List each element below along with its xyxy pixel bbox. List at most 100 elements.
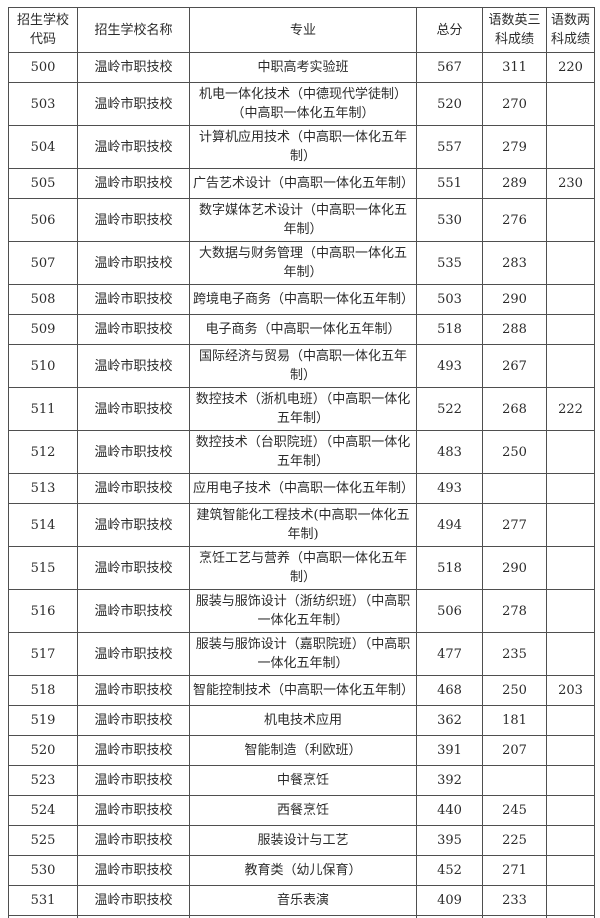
cell-total: 493 bbox=[416, 473, 483, 504]
admission-scores-table: 招生学校 代码 招生学校名称 专业 总分 语数英三 科成绩 语数两 科成绩 500 温岭市职… bbox=[8, 7, 595, 918]
cell-school: 温岭市职技校 bbox=[77, 387, 190, 431]
cell-two bbox=[546, 855, 595, 886]
cell-code: 516 bbox=[8, 589, 78, 633]
cell-code: 500 bbox=[8, 52, 78, 83]
cell-total: 493 bbox=[416, 344, 483, 388]
table-row: 511 温岭市职技校 数控技术（浙机电班）（中高职一体化五年制） 522 268 222 bbox=[8, 387, 595, 431]
cell-total: 518 bbox=[416, 546, 483, 590]
cell-total: 518 bbox=[416, 314, 483, 345]
cell-total: 362 bbox=[416, 705, 483, 736]
cell-school: 温岭市职技校 bbox=[77, 198, 190, 242]
cell-three: 276 bbox=[482, 198, 547, 242]
table-header: 招生学校 代码 招生学校名称 专业 总分 语数英三 科成绩 语数两 科成绩 bbox=[8, 7, 595, 53]
table-row: 524 温岭市职技校 西餐烹饪 440 245 bbox=[8, 795, 595, 826]
cell-three: 289 bbox=[482, 168, 547, 199]
cell-three: 270 bbox=[482, 82, 547, 126]
cell-two bbox=[546, 82, 595, 126]
cell-code: 506 bbox=[8, 198, 78, 242]
cell-code: 514 bbox=[8, 503, 78, 547]
cell-school: 温岭市职技校 bbox=[77, 885, 190, 916]
cell-code: 517 bbox=[8, 632, 78, 676]
table-row: 509 温岭市职技校 电子商务（中高职一体化五年制） 518 288 bbox=[8, 314, 595, 345]
cell-two bbox=[546, 546, 595, 590]
table-row: 518 温岭市职技校 智能控制技术（中高职一体化五年制） 468 250 203 bbox=[8, 675, 595, 706]
cell-major: 服装与服饰设计（浙纺织班）（中高职一体化五年制） bbox=[189, 589, 417, 633]
cell-total: 452 bbox=[416, 855, 483, 886]
cell-major: 跨境电子商务（中高职一体化五年制） bbox=[189, 284, 417, 315]
header-row: 招生学校 代码 招生学校名称 专业 总分 语数英三 科成绩 语数两 科成绩 bbox=[8, 7, 595, 53]
cell-two bbox=[546, 125, 595, 169]
cell-two: 220 bbox=[546, 52, 595, 83]
cell-total: 506 bbox=[416, 589, 483, 633]
cell-two bbox=[546, 795, 595, 826]
cell-school: 温岭市职技校 bbox=[77, 675, 190, 706]
cell-code: 513 bbox=[8, 473, 78, 504]
cell-total: 392 bbox=[416, 765, 483, 796]
cell-code: 504 bbox=[8, 125, 78, 169]
cell-school: 温岭市职技校 bbox=[77, 825, 190, 856]
table-row: 505 温岭市职技校 广告艺术设计（中高职一体化五年制） 551 289 230 bbox=[8, 168, 595, 199]
cell-school: 温岭市职技校 bbox=[77, 735, 190, 766]
cell-code: 507 bbox=[8, 241, 78, 285]
cell-school: 温岭市职技校 bbox=[77, 795, 190, 826]
cell-three: 288 bbox=[482, 314, 547, 345]
cell-three bbox=[482, 765, 547, 796]
cell-two bbox=[546, 915, 595, 918]
cell-school: 温岭市职技校 bbox=[77, 589, 190, 633]
cell-three: 290 bbox=[482, 284, 547, 315]
cell-two bbox=[546, 241, 595, 285]
cell-school: 温岭市职技校 bbox=[77, 855, 190, 886]
cell-two bbox=[546, 705, 595, 736]
cell-major: 大数据与财务管理（中高职一体化五年制） bbox=[189, 241, 417, 285]
cell-code: 520 bbox=[8, 735, 78, 766]
cell-major: 建筑智能化工程技术(中高职一体化五年制) bbox=[189, 503, 417, 547]
table-row: 517 温岭市职技校 服装与服饰设计（嘉职院班）（中高职一体化五年制） 477 235 bbox=[8, 632, 595, 676]
cell-total: 395 bbox=[416, 825, 483, 856]
column-header-total: 总分 bbox=[416, 7, 483, 53]
cell-three: 233 bbox=[482, 885, 547, 916]
cell-three: 311 bbox=[482, 52, 547, 83]
column-header-two: 语数两 科成绩 bbox=[546, 7, 595, 53]
cell-major: 应用电子技术（中高职一体化五年制） bbox=[189, 473, 417, 504]
cell-three: 207 bbox=[482, 735, 547, 766]
cell-code: 509 bbox=[8, 314, 78, 345]
table-row: 515 温岭市职技校 烹饪工艺与营养（中高职一体化五年制） 518 290 bbox=[8, 546, 595, 590]
table-row: 519 温岭市职技校 机电技术应用 362 181 bbox=[8, 705, 595, 736]
cell-major: 中职高考实验班 bbox=[189, 52, 417, 83]
cell-school: 温岭市职技校 bbox=[77, 430, 190, 474]
cell-major: 国际经济与贸易（中高职一体化五年制） bbox=[189, 344, 417, 388]
cell-three: 271 bbox=[482, 855, 547, 886]
cell-two bbox=[546, 473, 595, 504]
cell-three: 277 bbox=[482, 503, 547, 547]
cell-two: 203 bbox=[546, 675, 595, 706]
cell-code: 508 bbox=[8, 284, 78, 315]
cell-three: 279 bbox=[482, 125, 547, 169]
cell-code: 525 bbox=[8, 825, 78, 856]
cell-code: 519 bbox=[8, 705, 78, 736]
cell-two bbox=[546, 198, 595, 242]
cell-school: 温岭市职技校 bbox=[77, 52, 190, 83]
column-header-school: 招生学校名称 bbox=[77, 7, 190, 53]
table-row: 525 温岭市职技校 服装设计与工艺 395 225 bbox=[8, 825, 595, 856]
table-row: 530 温岭市职技校 教育类（幼儿保育） 452 271 bbox=[8, 855, 595, 886]
cell-two: 222 bbox=[546, 387, 595, 431]
cell-total: 503 bbox=[416, 284, 483, 315]
cell-code: 523 bbox=[8, 765, 78, 796]
cell-major: 广告艺术设计（中高职一体化五年制） bbox=[189, 168, 417, 199]
cell-three: 235 bbox=[482, 632, 547, 676]
cell-school: 温岭市职技校 bbox=[77, 344, 190, 388]
cell-three: 268 bbox=[482, 387, 547, 431]
table-row: 508 温岭市职技校 跨境电子商务（中高职一体化五年制） 503 290 bbox=[8, 284, 595, 315]
table-row: 516 温岭市职技校 服装与服饰设计（浙纺织班）（中高职一体化五年制） 506 278 bbox=[8, 589, 595, 633]
cell-major: 数控技术（浙机电班）（中高职一体化五年制） bbox=[189, 387, 417, 431]
cell-two bbox=[546, 765, 595, 796]
cell-major: 智能制造（利欧班） bbox=[189, 735, 417, 766]
cell-major: 智能控制技术（中高职一体化五年制） bbox=[189, 675, 417, 706]
table-row: 507 温岭市职技校 大数据与财务管理（中高职一体化五年制） 535 283 bbox=[8, 241, 595, 285]
cell-three: 245 bbox=[482, 795, 547, 826]
cell-total: 567 bbox=[416, 52, 483, 83]
cell-major: 音乐表演 bbox=[189, 885, 417, 916]
cell-school: 温岭市职技校 bbox=[77, 473, 190, 504]
cell-school: 温岭市职技校 bbox=[77, 125, 190, 169]
